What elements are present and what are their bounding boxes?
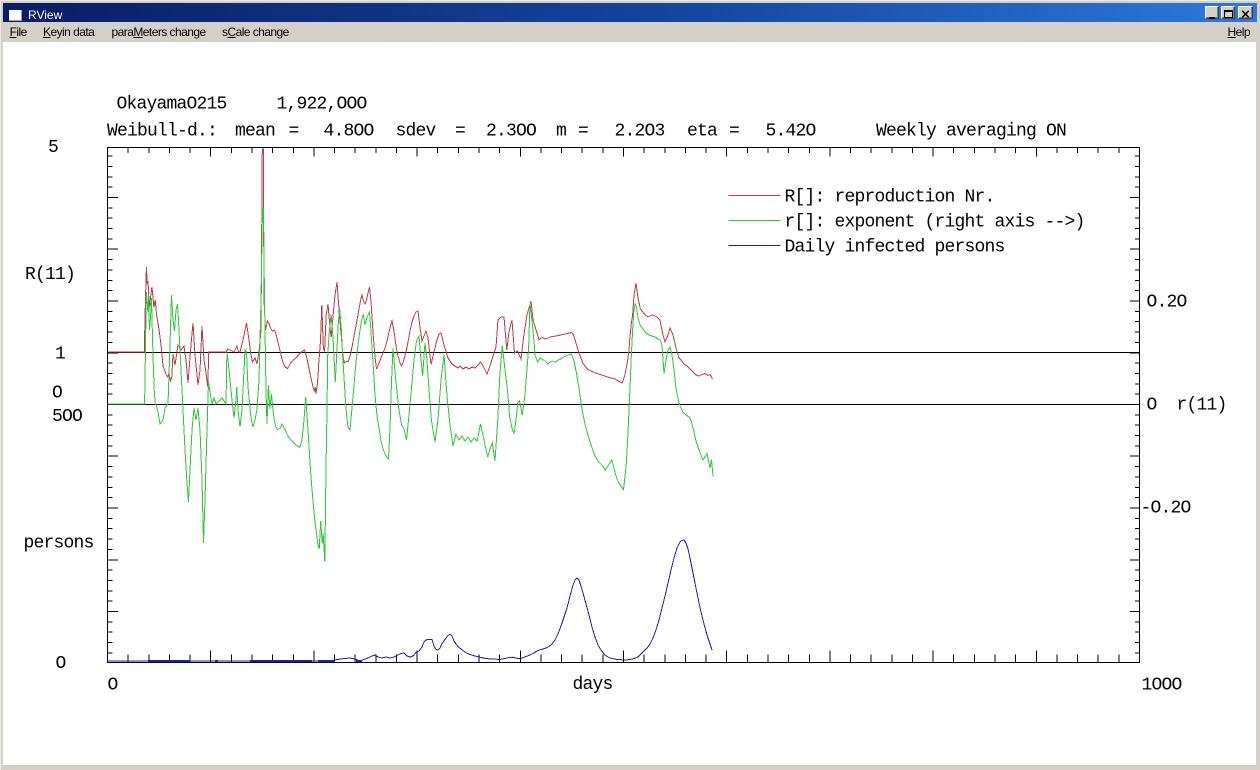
svg-text:-O.2O: -O.2O	[1141, 499, 1191, 519]
svg-text:5: 5	[48, 138, 58, 158]
svg-text:=: =	[578, 122, 588, 142]
svg-text:O: O	[52, 384, 62, 404]
svg-text:2.2O3: 2.2O3	[615, 122, 665, 142]
svg-text:O: O	[108, 676, 118, 696]
svg-text:1,922,OOO: 1,922,OOO	[277, 95, 367, 115]
svg-text:O: O	[56, 654, 66, 674]
svg-text:2.3OO: 2.3OO	[486, 122, 536, 142]
svg-text:1: 1	[55, 345, 65, 365]
svg-text:=: =	[289, 122, 299, 142]
svg-text:O: O	[1147, 396, 1157, 416]
svg-text:sdev: sdev	[396, 122, 437, 142]
svg-text:5.42O: 5.42O	[766, 122, 816, 142]
svg-text:O.2O: O.2O	[1147, 293, 1187, 313]
svg-text:r[]: exponent (right axis -->): r[]: exponent (right axis -->)	[785, 213, 1085, 233]
svg-text:R(11): R(11)	[25, 265, 75, 285]
svg-text:Weekly averaging ON: Weekly averaging ON	[876, 122, 1066, 142]
svg-text:=: =	[455, 122, 465, 142]
svg-text:Weibull-d.:: Weibull-d.:	[107, 122, 217, 142]
svg-text:days: days	[573, 675, 613, 695]
svg-text:5OO: 5OO	[52, 407, 82, 427]
svg-text:4.8OO: 4.8OO	[324, 122, 374, 142]
svg-text:OkayamaO215: OkayamaO215	[117, 95, 227, 115]
svg-text:R[]: reproduction Nr.: R[]: reproduction Nr.	[785, 188, 995, 208]
svg-text:eta: eta	[687, 122, 718, 142]
svg-text:persons: persons	[24, 534, 94, 554]
svg-text:1OOO: 1OOO	[1142, 676, 1182, 696]
svg-text:m: m	[556, 122, 566, 142]
svg-text:mean: mean	[235, 122, 275, 142]
svg-text:Daily infected persons: Daily infected persons	[785, 238, 1005, 258]
svg-text:=: =	[729, 122, 739, 142]
svg-text:r(11): r(11)	[1177, 396, 1227, 416]
